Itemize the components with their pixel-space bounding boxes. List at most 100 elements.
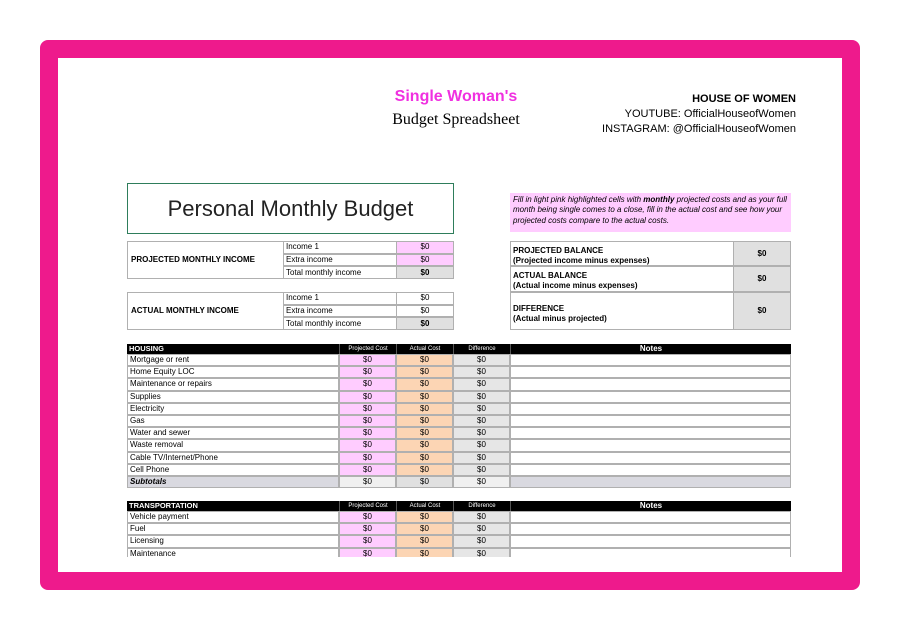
income-name: Income 1 (283, 292, 397, 305)
row-label: Electricity (127, 402, 339, 415)
income-name: Total monthly income (283, 266, 397, 280)
cost-cell: $0 (396, 439, 453, 452)
subtitle: Budget Spreadsheet (392, 111, 520, 128)
income-name: Extra income (283, 253, 397, 267)
balance-note: (Actual minus projected) (513, 314, 607, 323)
instruction-text: projected costs and as your full month b… (513, 195, 787, 225)
cost-cell: $0 (339, 547, 396, 557)
row-label: Mortgage or rent (127, 354, 339, 367)
cost-cell: $0 (453, 547, 510, 557)
cost-cell: $0 (453, 402, 510, 415)
cost-cell: $0 (396, 547, 453, 557)
cost-cell: $0 (453, 390, 510, 403)
notes-cell (510, 523, 791, 536)
cost-cell: $0 (453, 463, 510, 476)
subtotal-value: $0 (339, 476, 396, 489)
balance-label: PROJECTED BALANCE (Projected income minus… (510, 241, 734, 266)
youtube: YOUTUBE: OfficialHouseofWomen (624, 107, 796, 120)
instructions: Fill in light pink highlighted cells wit… (510, 193, 791, 232)
column-header: Actual Cost (396, 501, 453, 511)
row-label: Water and sewer (127, 427, 339, 440)
row-label: Cell Phone (127, 463, 339, 476)
subtotal-notes (510, 476, 791, 489)
balance-label: ACTUAL BALANCE (513, 271, 588, 280)
cost-cell: $0 (453, 535, 510, 548)
cost-cell: $0 (453, 523, 510, 536)
cost-cell: $0 (339, 439, 396, 452)
income-name: Total monthly income (283, 317, 397, 331)
row-label: Gas (127, 415, 339, 428)
cost-cell: $0 (396, 523, 453, 536)
balance-label: ACTUAL BALANCE (Actual income minus expen… (510, 266, 734, 292)
cost-cell: $0 (396, 415, 453, 428)
section-title: TRANSPORTATION (127, 501, 339, 511)
subtotal-value: $0 (396, 476, 453, 489)
subtotal-label: Subtotals (127, 476, 339, 489)
notes-cell (510, 547, 791, 557)
income-label: PROJECTED MONTHLY INCOME (127, 241, 284, 279)
cost-cell: $0 (339, 415, 396, 428)
row-label: Fuel (127, 523, 339, 536)
brand: HOUSE OF WOMEN (692, 92, 796, 105)
cost-cell: $0 (339, 511, 396, 524)
cost-cell: $0 (339, 378, 396, 391)
income-value: $0 (396, 317, 454, 331)
cost-cell: $0 (396, 535, 453, 548)
cost-cell: $0 (339, 535, 396, 548)
cost-cell: $0 (396, 378, 453, 391)
notes-cell (510, 354, 791, 367)
cost-cell: $0 (396, 427, 453, 440)
column-header: Projected Cost (339, 344, 396, 354)
balance-value: $0 (733, 266, 791, 292)
cost-cell: $0 (453, 366, 510, 379)
notes-cell (510, 535, 791, 548)
balance-value: $0 (733, 241, 791, 266)
notes-cell (510, 511, 791, 524)
income-name: Income 1 (283, 241, 397, 254)
cost-cell: $0 (339, 354, 396, 367)
notes-cell (510, 378, 791, 391)
column-header: Actual Cost (396, 344, 453, 354)
income-value: $0 (396, 253, 454, 267)
cost-cell: $0 (396, 451, 453, 464)
document: Single Woman's Budget Spreadsheet HOUSE OF… (58, 58, 842, 557)
balance-label: PROJECTED BALANCE (513, 246, 604, 255)
income-value: $0 (396, 241, 454, 254)
income-value: $0 (396, 292, 454, 305)
notes-cell (510, 463, 791, 476)
row-label: Maintenance or repairs (127, 378, 339, 391)
cost-cell: $0 (339, 451, 396, 464)
instruction-text: Fill in light pink highlighted cells wit… (513, 195, 644, 204)
title: Single Woman's (394, 88, 518, 105)
row-label: Supplies (127, 390, 339, 403)
cost-cell: $0 (453, 378, 510, 391)
column-header: Notes (510, 501, 791, 511)
income-value: $0 (396, 266, 454, 280)
income-label: ACTUAL MONTHLY INCOME (127, 292, 284, 330)
column-header: Difference (453, 501, 510, 511)
income-value: $0 (396, 304, 454, 318)
cost-cell: $0 (396, 354, 453, 367)
column-header: Notes (510, 344, 791, 354)
cost-cell: $0 (339, 427, 396, 440)
row-label: Vehicle payment (127, 511, 339, 524)
cost-cell: $0 (339, 402, 396, 415)
row-label: Maintenance (127, 547, 339, 557)
notes-cell (510, 366, 791, 379)
notes-cell (510, 390, 791, 403)
cost-cell: $0 (453, 439, 510, 452)
cost-cell: $0 (396, 511, 453, 524)
column-header: Projected Cost (339, 501, 396, 511)
row-label: Cable TV/Internet/Phone (127, 451, 339, 464)
instruction-text: monthly (643, 195, 675, 204)
cost-cell: $0 (396, 402, 453, 415)
cost-cell: $0 (396, 463, 453, 476)
cost-cell: $0 (453, 451, 510, 464)
balance-value: $0 (733, 292, 791, 330)
cost-cell: $0 (396, 390, 453, 403)
cost-cell: $0 (453, 511, 510, 524)
column-header: Difference (453, 344, 510, 354)
budget-title: Personal Monthly Budget (127, 183, 454, 234)
row-label: Waste removal (127, 439, 339, 452)
